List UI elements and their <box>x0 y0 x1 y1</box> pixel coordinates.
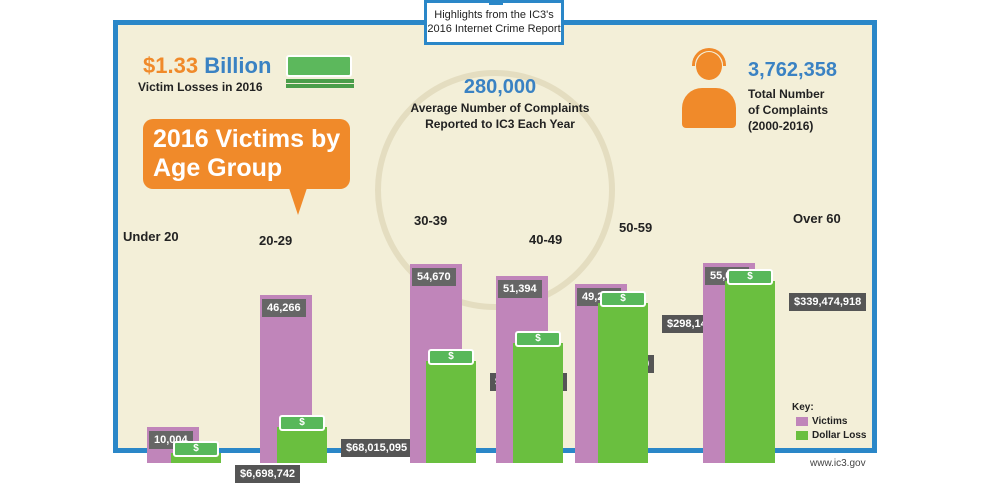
dollar-value-5: $339,474,918 <box>789 293 867 311</box>
key-victims: Victims <box>796 416 847 427</box>
key-dollar-label: Dollar Loss <box>812 430 867 441</box>
cash-icon-0: $ <box>173 441 219 457</box>
dollar-bar-5 <box>725 281 775 463</box>
age-label-5: Over 60 <box>793 211 841 226</box>
age-label-1: 20-29 <box>259 233 293 248</box>
key-dollar-swatch <box>796 430 808 440</box>
losses-amount-number: $1.33 <box>143 53 199 78</box>
key-victims-label: Victims <box>812 416 848 427</box>
dollar-bar-1 <box>277 426 327 463</box>
victims-title-box: 2016 Victims by Age Group <box>143 119 350 215</box>
money-stack-icon <box>286 55 356 91</box>
losses-amount-unit: Billion <box>204 53 272 78</box>
dollar-bar-2 <box>426 361 476 463</box>
age-label-4: 50-59 <box>619 220 653 235</box>
cash-icon-3: $ <box>515 330 561 347</box>
total-line3: (2000-2016) <box>748 119 814 133</box>
header-line2: 2016 Internet Crime Report <box>427 23 561 35</box>
footer-url: www.ic3.gov <box>810 458 866 469</box>
ic3-seal-watermark <box>375 70 615 310</box>
dollar-bar-3 <box>513 342 563 463</box>
cash-icon-2: $ <box>428 349 474 366</box>
header-tab <box>489 0 503 5</box>
victims-title-tail <box>288 185 308 215</box>
total-number: 3,762,358 <box>748 59 837 81</box>
dollar-value-1: $68,015,095 <box>341 438 413 457</box>
header-box: Highlights from the IC3's 2016 Internet … <box>424 0 564 45</box>
dollar-bar-4 <box>598 303 648 463</box>
victims-value-3: 51,394 <box>498 280 542 299</box>
total-line2: of Complaints <box>748 103 828 117</box>
total-line1: Total Number <box>748 87 825 101</box>
cash-icon-1: $ <box>279 414 325 431</box>
key-victims-swatch <box>796 416 808 426</box>
avg-line2: Reported to IC3 Each Year <box>425 117 575 131</box>
losses-amount: $1.33 Billion <box>143 53 271 79</box>
avg-number: 280,000 <box>463 76 537 98</box>
age-label-2: 30-39 <box>414 213 448 228</box>
avg-line1: Average Number of Complaints <box>410 101 590 115</box>
key-title: Key: <box>792 402 814 413</box>
avg-label: Average Number of Complaints Reported to… <box>380 100 620 132</box>
victims-value-1: 46,266 <box>262 298 306 317</box>
total-label: Total Number of Complaints (2000-2016) <box>748 86 828 134</box>
age-label-0: Under 20 <box>123 229 179 244</box>
victims-title-line2: Age Group <box>153 154 283 182</box>
victims-value-2: 54,670 <box>412 268 456 287</box>
dollar-value-0: $6,698,742 <box>235 465 301 483</box>
cash-icon-4: $ <box>600 291 646 308</box>
losses-label: Victim Losses in 2016 <box>138 80 263 94</box>
age-label-3: 40-49 <box>529 232 563 247</box>
dollar-bar-0 <box>171 453 221 463</box>
key-dollar: Dollar Loss <box>796 430 866 441</box>
header-line1: Highlights from the IC3's <box>434 9 554 21</box>
support-agent-icon <box>680 48 740 128</box>
cash-icon-5: $ <box>727 269 773 285</box>
victims-title-line1: 2016 Victims by <box>153 125 341 153</box>
